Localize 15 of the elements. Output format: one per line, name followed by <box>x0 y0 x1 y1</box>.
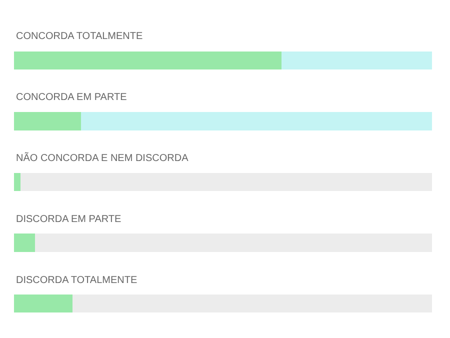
y-tick-label: DISCORDA EM PARTE <box>16 214 122 225</box>
bar <box>34 234 432 252</box>
y-tick-label: DISCORDA TOTALMENTE <box>16 275 138 286</box>
bar <box>20 172 432 192</box>
bar <box>282 51 432 70</box>
bar <box>72 294 432 313</box>
bar <box>14 51 282 70</box>
y-tick-label: CONCORDA TOTALMENTE <box>16 31 144 42</box>
bar <box>14 294 73 313</box>
y-tick-label: NÃO CONCORDA E NEM DISCORDA <box>16 152 189 164</box>
bar <box>14 234 35 252</box>
y-tick-label: CONCORDA EM PARTE <box>16 92 128 103</box>
bar <box>14 112 81 130</box>
bar <box>80 112 432 130</box>
bar <box>14 172 20 192</box>
